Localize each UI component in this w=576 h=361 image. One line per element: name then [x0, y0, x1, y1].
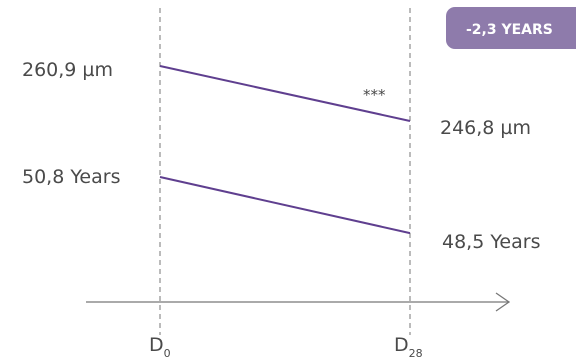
series-age-end-label: 48,5 Years [442, 231, 540, 253]
series-age-start-label: 50,8 Years [22, 166, 120, 188]
x-axis-arrowhead [495, 292, 511, 312]
series-thickness-start-label: 260,9 µm [22, 59, 113, 81]
x-tick-label-d0: D0 [149, 334, 171, 360]
badge-background [446, 7, 576, 49]
difference-badge: -2,3 YEARS [446, 7, 576, 49]
series-thickness-line [159, 65, 411, 122]
series-thickness-end-label: 246,8 µm [440, 117, 531, 139]
x-tick-label-d28: D28 [394, 334, 423, 360]
badge-text: -2,3 YEARS [466, 22, 553, 38]
series-thickness-annotation: *** [363, 86, 386, 104]
series-age-line [159, 176, 411, 235]
